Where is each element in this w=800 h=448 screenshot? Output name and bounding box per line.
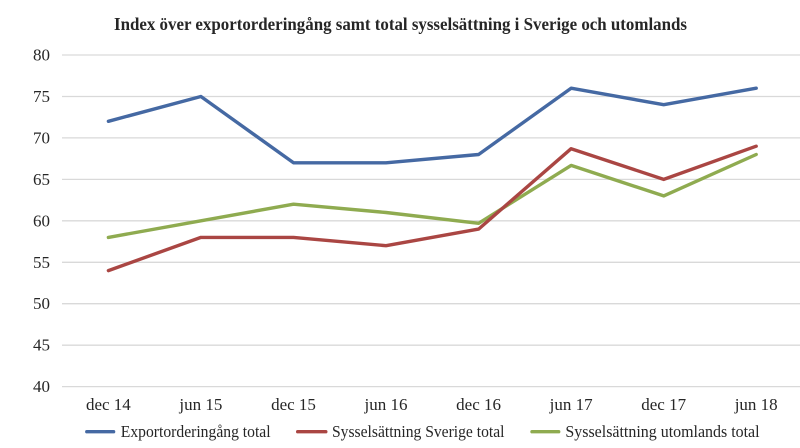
svg-text:jun 15: jun 15	[178, 395, 222, 414]
svg-text:Index över exportorderingång s: Index över exportorderingång samt total …	[114, 14, 687, 34]
svg-text:dec 17: dec 17	[641, 395, 686, 414]
svg-text:75: 75	[33, 87, 50, 106]
svg-text:65: 65	[33, 170, 50, 189]
svg-text:40: 40	[33, 377, 50, 396]
svg-text:60: 60	[33, 211, 50, 230]
svg-text:jun 17: jun 17	[549, 395, 593, 414]
svg-text:dec 16: dec 16	[456, 395, 501, 414]
svg-text:Sysselsättning utomlands total: Sysselsättning utomlands total	[565, 422, 759, 441]
svg-text:dec 15: dec 15	[271, 395, 316, 414]
svg-text:45: 45	[33, 336, 50, 355]
svg-text:jun 16: jun 16	[364, 395, 408, 414]
svg-text:Exportorderingång total: Exportorderingång total	[121, 422, 271, 441]
svg-text:55: 55	[33, 253, 50, 272]
svg-text:50: 50	[33, 294, 50, 313]
svg-text:dec 14: dec 14	[86, 395, 131, 414]
svg-text:80: 80	[33, 46, 50, 65]
svg-text:jun 18: jun 18	[734, 395, 778, 414]
svg-text:Sysselsättning Sverige total: Sysselsättning Sverige total	[332, 422, 505, 441]
svg-text:70: 70	[33, 128, 50, 147]
